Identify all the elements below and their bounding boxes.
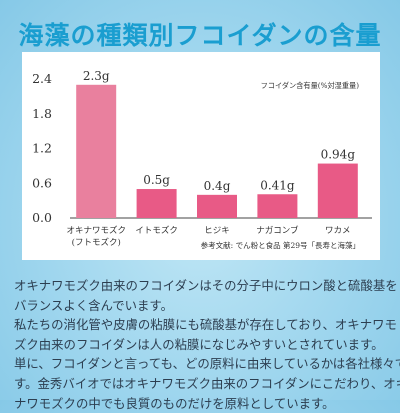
source-note: 参考文献: でん粉と食品 第29号「長寿と海藻」 [201, 240, 360, 250]
legend-label: フコイダン含有量(%対湿重量) [261, 81, 360, 90]
description-text: オキナワモズク由来のフコイダンはその分子中にウロン酸と硫酸基を バランスよく含んで… [14, 276, 400, 413]
y-tick-label: 0.0 [32, 210, 52, 225]
bar [197, 194, 237, 218]
x-category-label: ヒジキ [204, 226, 230, 236]
fucoidan-bar-chart: 0.0 0.6 1.2 1.8 2.4 フコイダン含有量(%対湿重量) 2.3g オキナワモズ… [32, 69, 372, 250]
y-tick-label: 0.6 [32, 175, 52, 190]
bar [317, 163, 358, 218]
y-tick-label: 1.2 [32, 141, 52, 156]
x-category-sublabel: (フトモズク) [72, 237, 121, 248]
y-tick-label: 1.8 [32, 106, 52, 121]
bar-value-label: 0.5g [143, 173, 170, 187]
description-line: ズク由来のフコイダンは人の粘膜になじみやすいとされています。 [14, 336, 384, 352]
bar [76, 84, 117, 218]
x-category-label: オキナワモズク [66, 225, 126, 236]
x-category-label: ワカメ [325, 226, 351, 236]
bar-value-label: 2.3g [83, 69, 110, 83]
bar-value-label: 0.94g [321, 148, 356, 162]
description-line: バランスよく含んでいます。 [14, 297, 173, 313]
description-line: ナワモズクの中でも良質のものだけを原料としています。 [14, 395, 335, 411]
bar-value-label: 0.4g [204, 179, 231, 193]
chart-title: 海藻の種類別フコイダンの含量 [18, 21, 382, 50]
description-line: オキナワモズク由来のフコイダンはその分子中にウロン酸と硫酸基を [14, 278, 398, 293]
bar-value-label: 0.41g [260, 178, 295, 192]
description-line: 単に、フコイダンと言っても、どの原料に由来しているかは各社様々で [14, 356, 400, 372]
y-tick-label: 2.4 [32, 71, 52, 86]
description-line: 私たちの消化管や皮膚の粘膜にも硫酸基が存在しており、オキナワモ [14, 317, 397, 333]
chart-panel: 0.0 0.6 1.2 1.8 2.4 フコイダン含有量(%対湿重量) 2.3g オキナワモズ… [22, 52, 380, 260]
bar [257, 194, 298, 218]
x-category-label: イトモズク [135, 225, 178, 236]
bar [136, 189, 177, 218]
x-category-label: ナガコンブ [256, 225, 299, 236]
description-line: す。金秀バイオではオキナワモズク由来のフコイダンにこだわり、オキ [14, 375, 400, 391]
